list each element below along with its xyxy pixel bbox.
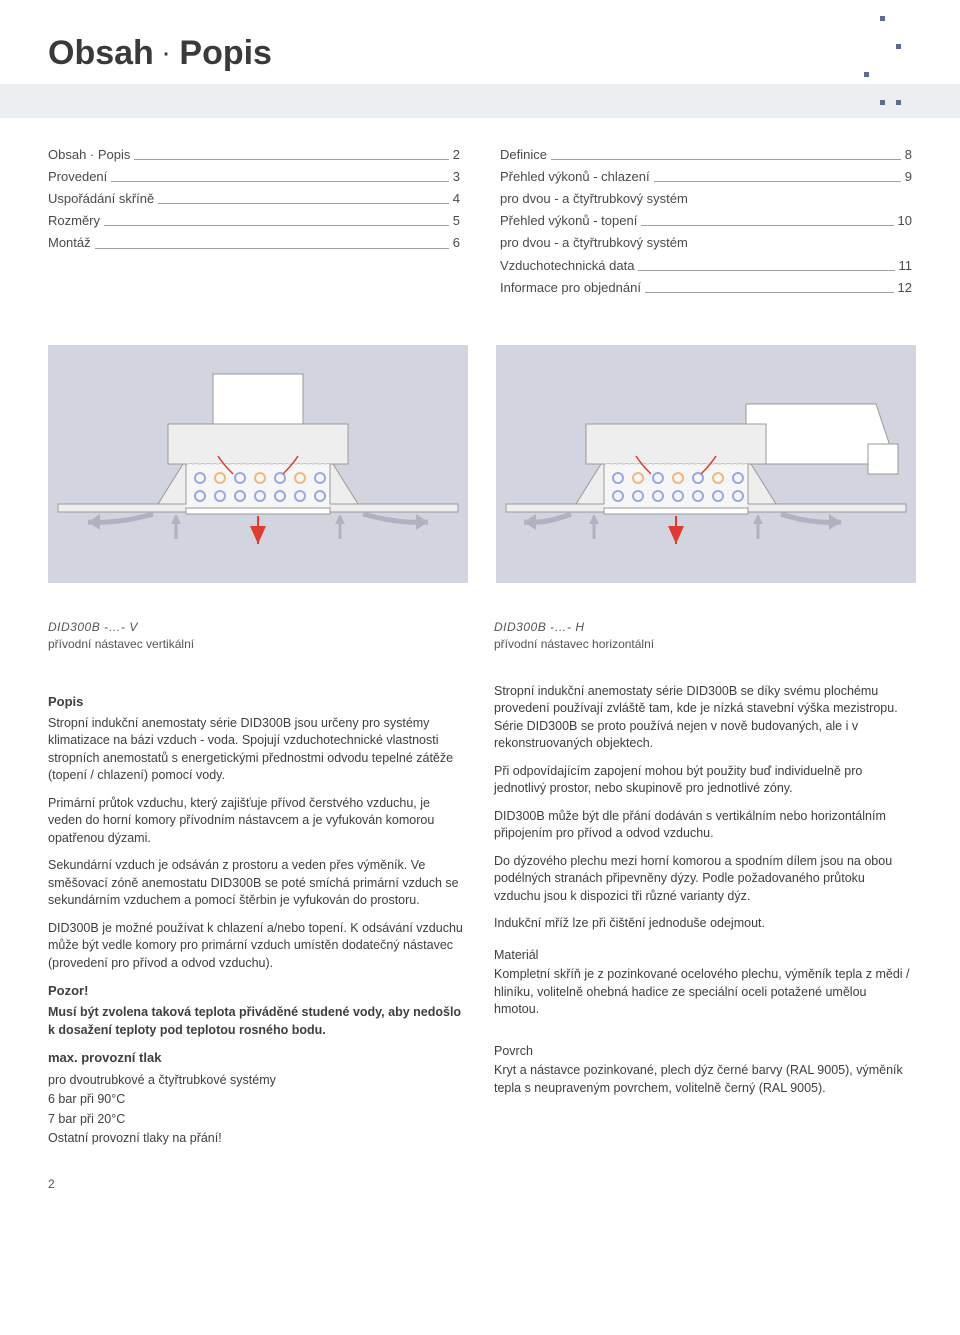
toc-col-left: Obsah · Popis2 Provedení3 Uspořádání skř… <box>48 146 460 301</box>
body-right-column: Stropní indukční anemostaty série DID300… <box>494 683 912 1158</box>
table-of-contents: Obsah · Popis2 Provedení3 Uspořádání skř… <box>48 146 912 301</box>
figure-vertical-diffuser <box>48 345 468 583</box>
caption-right: DID300B -…- H přívodní nástavec horizont… <box>494 619 912 653</box>
caption-left: DID300B -…- V přívodní nástavec vertikál… <box>48 619 466 653</box>
page-title: Obsah · Popis <box>48 30 912 78</box>
page-number: 2 <box>48 1176 912 1193</box>
figure-horizontal-diffuser <box>496 345 916 583</box>
title-underlay <box>0 84 960 118</box>
body-left-column: Popis Stropní indukční anemostaty série … <box>48 683 466 1158</box>
toc-col-right: Definice8 Přehled výkonů - chlazení9 pro… <box>500 146 912 301</box>
decor-dot-grid <box>864 16 912 128</box>
